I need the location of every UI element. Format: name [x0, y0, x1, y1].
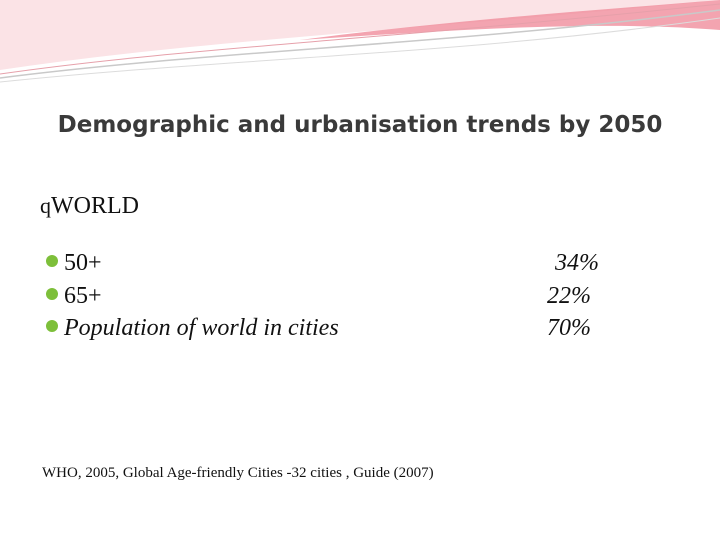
header-decoration — [0, 0, 720, 83]
item-value: 22% — [547, 283, 591, 309]
section-heading: qWORLD — [40, 193, 139, 220]
item-value: 70% — [547, 315, 591, 341]
citation: WHO, 2005, Global Age-friendly Cities -3… — [42, 465, 434, 481]
item-value: 34% — [555, 250, 599, 276]
list-item: 65+ — [46, 283, 102, 310]
item-label: Population of world in cities — [64, 315, 339, 341]
title: Demographic and urbanisation trends by 2… — [57, 112, 663, 138]
list-item: 50+ — [46, 250, 102, 277]
list-item: Population of world in cities — [46, 315, 339, 342]
item-label: 50+ — [64, 250, 102, 276]
bullet-marker: q — [40, 193, 51, 218]
heading-text: WORLD — [51, 193, 139, 219]
item-label: 65+ — [64, 283, 102, 309]
